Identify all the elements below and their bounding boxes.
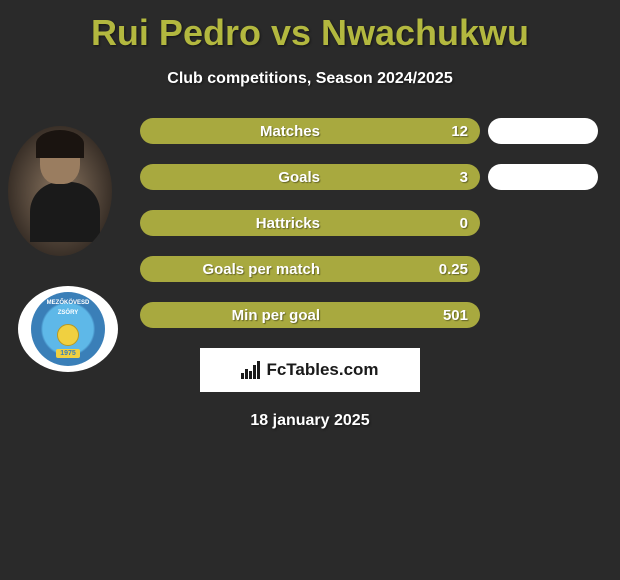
- stat-value-player1: 0.25: [439, 261, 468, 278]
- stat-row: Hattricks 0: [140, 210, 600, 236]
- stat-bar-player1: Goals 3: [140, 164, 480, 190]
- stat-label: Min per goal: [232, 307, 320, 324]
- stat-label: Hattricks: [256, 215, 320, 232]
- subtitle: Club competitions, Season 2024/2025: [0, 70, 620, 88]
- stat-value-player1: 0: [460, 215, 468, 232]
- stat-bar-player1: Matches 12: [140, 118, 480, 144]
- player1-avatar: [8, 126, 112, 256]
- stat-bar-player1: Goals per match 0.25: [140, 256, 480, 282]
- stat-row: Goals per match 0.25: [140, 256, 600, 282]
- stat-label: Matches: [260, 123, 320, 140]
- stats-bars: Matches 12 Goals 3 Hattricks 0 Goals per match…: [140, 118, 620, 328]
- stat-label: Goals: [278, 169, 320, 186]
- bar-chart-icon: [241, 361, 260, 379]
- stat-label: Goals per match: [202, 261, 320, 278]
- page-title: Rui Pedro vs Nwachukwu: [0, 0, 620, 54]
- footer-brand-text: FcTables.com: [266, 360, 378, 380]
- stat-row: Min per goal 501: [140, 302, 600, 328]
- stat-value-player1: 12: [451, 123, 468, 140]
- badge-text-mid: ZSÓRY: [58, 310, 78, 316]
- footer-date: 18 january 2025: [0, 412, 620, 430]
- stat-bar-player1: Hattricks 0: [140, 210, 480, 236]
- stat-bar-player1: Min per goal 501: [140, 302, 480, 328]
- stat-value-player1: 501: [443, 307, 468, 324]
- footer-brand-badge: FcTables.com: [200, 348, 420, 392]
- player1-club-badge: MEZŐKÖVESD ZSÓRY 1975: [18, 286, 118, 372]
- stat-row: Goals 3: [140, 164, 600, 190]
- badge-text-top: MEZŐKÖVESD: [47, 300, 90, 306]
- stat-bar-player2: [488, 118, 598, 144]
- badge-ball-icon: [57, 324, 79, 346]
- badge-year: 1975: [56, 349, 80, 358]
- stat-value-player1: 3: [460, 169, 468, 186]
- comparison-content: MEZŐKÖVESD ZSÓRY 1975 Matches12Goals3Hat…: [0, 118, 620, 328]
- stat-bar-player2: [488, 164, 598, 190]
- stat-row: Matches 12: [140, 118, 600, 144]
